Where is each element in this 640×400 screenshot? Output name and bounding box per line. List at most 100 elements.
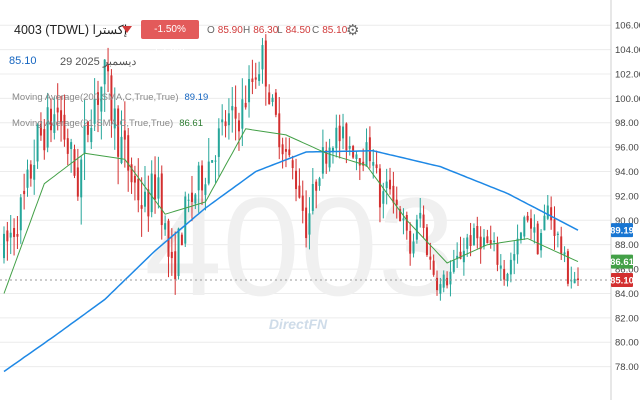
candle-body xyxy=(90,127,93,143)
y-tick-label: 90.00 xyxy=(615,216,639,227)
candle-body xyxy=(415,219,418,240)
candle-body xyxy=(489,240,492,245)
candle-body xyxy=(224,121,227,127)
candle-body xyxy=(432,260,435,275)
candle-body xyxy=(368,137,371,162)
candle-body xyxy=(133,175,136,183)
candle-body xyxy=(76,167,79,197)
candle-body xyxy=(321,147,324,174)
candle-body xyxy=(553,219,556,236)
candle-body xyxy=(550,207,553,221)
candle-body xyxy=(298,185,301,198)
y-tick-label: 78.00 xyxy=(615,362,639,373)
candle-body xyxy=(506,273,509,282)
candle-body xyxy=(157,177,160,199)
y-tick-label: 92.00 xyxy=(615,191,639,202)
candle-body xyxy=(462,250,465,263)
candle-body xyxy=(452,260,455,272)
candle-body xyxy=(100,86,103,112)
y-tick-label: 94.00 xyxy=(615,167,639,178)
candles xyxy=(2,34,580,301)
candle-body xyxy=(419,212,422,219)
candle-body xyxy=(231,106,234,111)
ma200-legend[interactable]: Moving Average(200,SMA,C,True,True) 89.19 xyxy=(12,92,209,103)
candle-body xyxy=(573,278,576,284)
last-price-badge-label: 85.10 xyxy=(610,276,634,287)
ma21-badge-label: 86.61 xyxy=(610,257,634,268)
candle-body xyxy=(456,255,459,260)
y-tick-label: 96.00 xyxy=(615,143,639,154)
candle-body xyxy=(164,223,167,230)
candle-body xyxy=(63,114,66,140)
last-price-badge xyxy=(611,273,633,288)
candle-body xyxy=(86,121,89,135)
y-tick-label: 84.00 xyxy=(615,289,639,300)
last-price: 85.10 xyxy=(9,55,37,67)
candle-body xyxy=(271,97,274,102)
candle-body xyxy=(399,209,402,222)
symbol-title: 4003 (TDWL) إكسترا xyxy=(14,23,128,37)
candle-body xyxy=(355,154,358,160)
candle-body xyxy=(241,99,244,129)
candle-body xyxy=(486,236,489,244)
candle-body xyxy=(107,65,110,72)
candle-body xyxy=(60,110,63,123)
y-tick-label: 102.00 xyxy=(615,69,640,80)
candle-body xyxy=(2,233,6,259)
candle-body xyxy=(483,237,486,247)
candle-body xyxy=(288,149,291,156)
candle-body xyxy=(120,136,123,164)
candle-body xyxy=(560,236,563,255)
candle-body xyxy=(442,274,445,288)
candle-body xyxy=(301,195,304,211)
candle-body xyxy=(127,135,130,171)
ohlc-low: L 84.50 xyxy=(277,25,311,36)
candle-body xyxy=(56,107,59,113)
candle-body xyxy=(150,173,153,213)
candle-body xyxy=(338,125,341,142)
candle-body xyxy=(147,189,150,217)
candle-body xyxy=(409,230,412,254)
ma21-badge xyxy=(611,254,633,269)
candle-body xyxy=(13,228,16,237)
candle-body xyxy=(258,74,261,81)
y-tick-label: 104.00 xyxy=(615,45,640,56)
gear-icon[interactable]: ⚙ xyxy=(346,22,360,39)
candle-body xyxy=(19,197,22,231)
y-tick-label: 86.00 xyxy=(615,265,639,276)
candle-body xyxy=(170,251,173,259)
candle-body xyxy=(49,108,52,131)
candle-body xyxy=(46,107,49,148)
ohlc-open: O 85.90 xyxy=(207,25,243,36)
candle-body xyxy=(570,280,573,282)
candle-body xyxy=(23,190,26,195)
candle-body xyxy=(526,215,529,221)
candle-body xyxy=(472,227,475,246)
candle-body xyxy=(318,178,321,186)
candle-body xyxy=(211,160,214,163)
candle-body xyxy=(36,124,39,162)
candle-body xyxy=(66,138,69,154)
candle-body xyxy=(234,106,237,119)
ma21-line xyxy=(3,128,579,294)
ma200-line xyxy=(3,150,579,373)
candle-body xyxy=(190,192,193,202)
candle-body xyxy=(103,59,106,85)
y-tick-label: 98.00 xyxy=(615,118,639,129)
y-axis-badges: 89.19 86.61 85.10 xyxy=(610,223,635,288)
ma21-legend[interactable]: Moving Average(21,SMA,C,True,True) 86.61 xyxy=(12,118,203,129)
ma200-badge xyxy=(611,223,633,238)
candle-body xyxy=(392,185,395,203)
candle-body xyxy=(221,119,224,123)
y-tick-label: 82.00 xyxy=(615,313,639,324)
candle-body xyxy=(254,77,257,80)
candle-body xyxy=(516,238,519,255)
candle-body xyxy=(503,268,506,280)
candle-body xyxy=(395,199,398,205)
candle-body xyxy=(372,162,375,166)
candle-body xyxy=(248,78,251,103)
candle-body xyxy=(422,214,425,228)
candle-body xyxy=(385,181,388,189)
candle-body xyxy=(576,278,580,281)
